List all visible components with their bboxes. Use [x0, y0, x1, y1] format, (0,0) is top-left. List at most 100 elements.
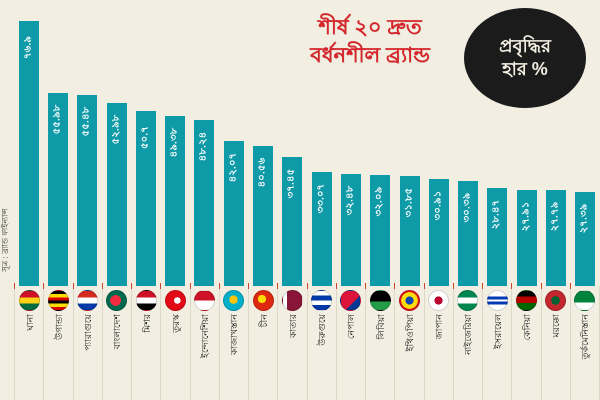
- country-label: তুরস্ক: [170, 314, 181, 333]
- bar-value-label: ৪৮.২৪: [197, 131, 209, 162]
- bar-slot: ২৭.৩৯: [571, 10, 600, 286]
- chart-bar: ৭৬.৯: [18, 21, 39, 286]
- bar-slot: ৪৯.৩৮: [160, 10, 189, 286]
- axis-category-9: চীন: [248, 283, 277, 400]
- chart-bar: ৫২.৯৮: [106, 103, 127, 286]
- badge-line-1: প্রবৃদ্ধির: [499, 35, 551, 56]
- axis-tick: [452, 283, 454, 289]
- country-label: ইথিওপিয়া: [404, 314, 415, 352]
- bar-slot: ৩২.৪৮: [336, 10, 365, 286]
- chart-bar: ৪০.৫৬: [253, 146, 274, 286]
- chart-bar: ৩৩.০৭: [311, 172, 332, 286]
- axis-category-2: উগান্ডা: [43, 283, 72, 400]
- chart-bar: ৪৮.২৪: [194, 120, 215, 286]
- flag-egypt-icon: [135, 290, 157, 311]
- country-label: কেনিয়া: [521, 314, 532, 341]
- country-label: ইন্দোনেশিয়া: [200, 314, 211, 358]
- bar-value-label: ৪০.৫৬: [256, 157, 268, 188]
- axis-category-8: কাজাখস্তান: [218, 283, 248, 400]
- headline-line-2: বর্ধনশীল ব্র্যান্ড: [310, 43, 430, 67]
- axis-tick: [365, 283, 366, 289]
- country-label: কাজাখস্তান: [229, 314, 240, 355]
- chart-bar: ৫০.৭: [135, 111, 156, 286]
- chart-bar: ৪২.০৭: [223, 141, 244, 286]
- chart-bar: ২৭.৩৯: [575, 192, 596, 286]
- chart-bar: ৪৯.৩৮: [165, 116, 186, 286]
- flag-china-icon: [252, 290, 274, 311]
- axis-tick: [306, 283, 308, 289]
- bar-chart-plot: ৭৬.৯ ৫৫.৯৮ ৫৫.৪৮ ৫২.৯৮ ৫০.৭ ৪৯.৩৮ ৪৮.২৪ ৪২.০৭ ৪০…: [14, 10, 600, 286]
- axis-category-14: ইথিওপিয়া: [394, 283, 423, 400]
- bar-slot: ২৭.৭৯: [541, 10, 570, 286]
- country-label: ইসরায়েল: [492, 314, 503, 349]
- country-label: বাংলাদেশ: [112, 314, 123, 350]
- country-label: নেপাল: [346, 314, 357, 340]
- flag-indonesia-icon: [194, 290, 216, 311]
- axis-tick: [569, 283, 571, 289]
- axis-category-18: কেনিয়া: [511, 283, 540, 400]
- bar-value-label: ৩১.৮৫: [403, 187, 414, 218]
- source-text: সূত্র : ব্র্যান্ড ফাইন্যান্স: [1, 208, 11, 272]
- axis-category-1: ঘানা: [14, 283, 43, 400]
- flag-bangladesh-icon: [106, 290, 128, 311]
- country-label: লিবিয়া: [375, 314, 386, 340]
- country-label: জাপান: [434, 314, 445, 340]
- bar-value-label: ৩২.৪৮: [344, 185, 356, 216]
- axis-tick: [482, 283, 483, 289]
- bar-value-label: ৪২.০৭: [227, 152, 239, 183]
- axis-tick: [189, 283, 191, 289]
- flag-nepal-icon: [340, 290, 362, 311]
- flag-uruguay-icon: [311, 290, 333, 311]
- bar-value-label: ২৮.৪৭: [490, 199, 502, 230]
- country-label: ঘানা: [24, 314, 35, 331]
- flag-ghana-icon: [18, 290, 40, 311]
- growth-rate-badge: প্রবৃদ্ধির হার %: [464, 8, 586, 108]
- flag-turkey-icon: [164, 290, 186, 311]
- axis-tick: [72, 283, 74, 289]
- chart-bar: ৩২.০৯: [370, 175, 391, 286]
- bar-value-label: ৩৭.৪৫: [285, 168, 297, 199]
- headline-line-1: শীর্ষ ২০ দ্রুত: [318, 16, 422, 39]
- country-label: উগান্ডা: [53, 314, 64, 340]
- bar-slot: ৫৫.৪৮: [73, 10, 102, 286]
- flag-japan-icon: [428, 290, 450, 311]
- country-label: নাইজেরিয়া: [463, 314, 474, 355]
- bar-slot: ৩০.৯১: [424, 10, 453, 286]
- axis-category-6: তুরস্ক: [160, 283, 189, 400]
- axis-category-16: নাইজেরিয়া: [452, 283, 482, 400]
- bar-slot: ৪৮.২৪: [190, 10, 219, 286]
- country-label: মিশর: [141, 314, 152, 333]
- chart-bar: ৩০.৯১: [428, 179, 449, 286]
- bar-slot: ৩৩.০৭: [307, 10, 336, 286]
- chart-bar: ৩২.৪৮: [340, 174, 361, 286]
- bar-slot: ২৭.৯১: [512, 10, 541, 286]
- bar-value-label: ২৭.৯১: [520, 201, 532, 232]
- bar-value-label: ৫২.৯৮: [110, 114, 122, 145]
- bar-value-label: ২৭.৭৯: [549, 201, 561, 232]
- chart-bar: ২৭.৭৯: [545, 190, 566, 286]
- axis-category-17: ইসরায়েল: [482, 283, 511, 400]
- bar-slot: ৫২.৯৮: [102, 10, 131, 286]
- bar-slot: ৫০.৭: [131, 10, 160, 286]
- axis-category-20: তুর্কমেনিস্তান: [569, 283, 600, 400]
- axis-tick: [394, 283, 396, 289]
- country-label: তুর্কমেনিস্তান: [580, 314, 591, 360]
- bar-value-label: ২৭.৩৯: [578, 203, 590, 234]
- bar-slot: ৩১.৮৫: [395, 10, 424, 286]
- bar-value-label: ৩২.০৯: [373, 186, 385, 217]
- page-title: শীর্ষ ২০ দ্রুত বর্ধনশীল ব্র্যান্ড: [275, 14, 465, 69]
- bar-value-label: ৫৫.৯৮: [51, 104, 63, 135]
- chart-bar: ২৮.৪৭: [487, 188, 508, 286]
- bar-value-label: ৩৩.০৭: [315, 183, 327, 214]
- country-label: কাতার: [287, 314, 298, 338]
- chart-bar: ৩৭.৪৫: [282, 157, 303, 286]
- flag-israel-icon: [486, 290, 508, 311]
- flag-kazakhstan-icon: [223, 290, 245, 311]
- flag-morocco-icon: [545, 290, 567, 311]
- bar-slot: ২৮.৪৭: [483, 10, 512, 286]
- bar-value-label: ৫৫.৪৮: [80, 106, 92, 137]
- bar-slot: ৭৬.৯: [14, 10, 43, 286]
- bar-value-label: ৭৬.৯: [22, 35, 34, 60]
- flag-nigeria-icon: [457, 290, 479, 311]
- chart-bar: ৫৫.৯৮: [47, 93, 68, 286]
